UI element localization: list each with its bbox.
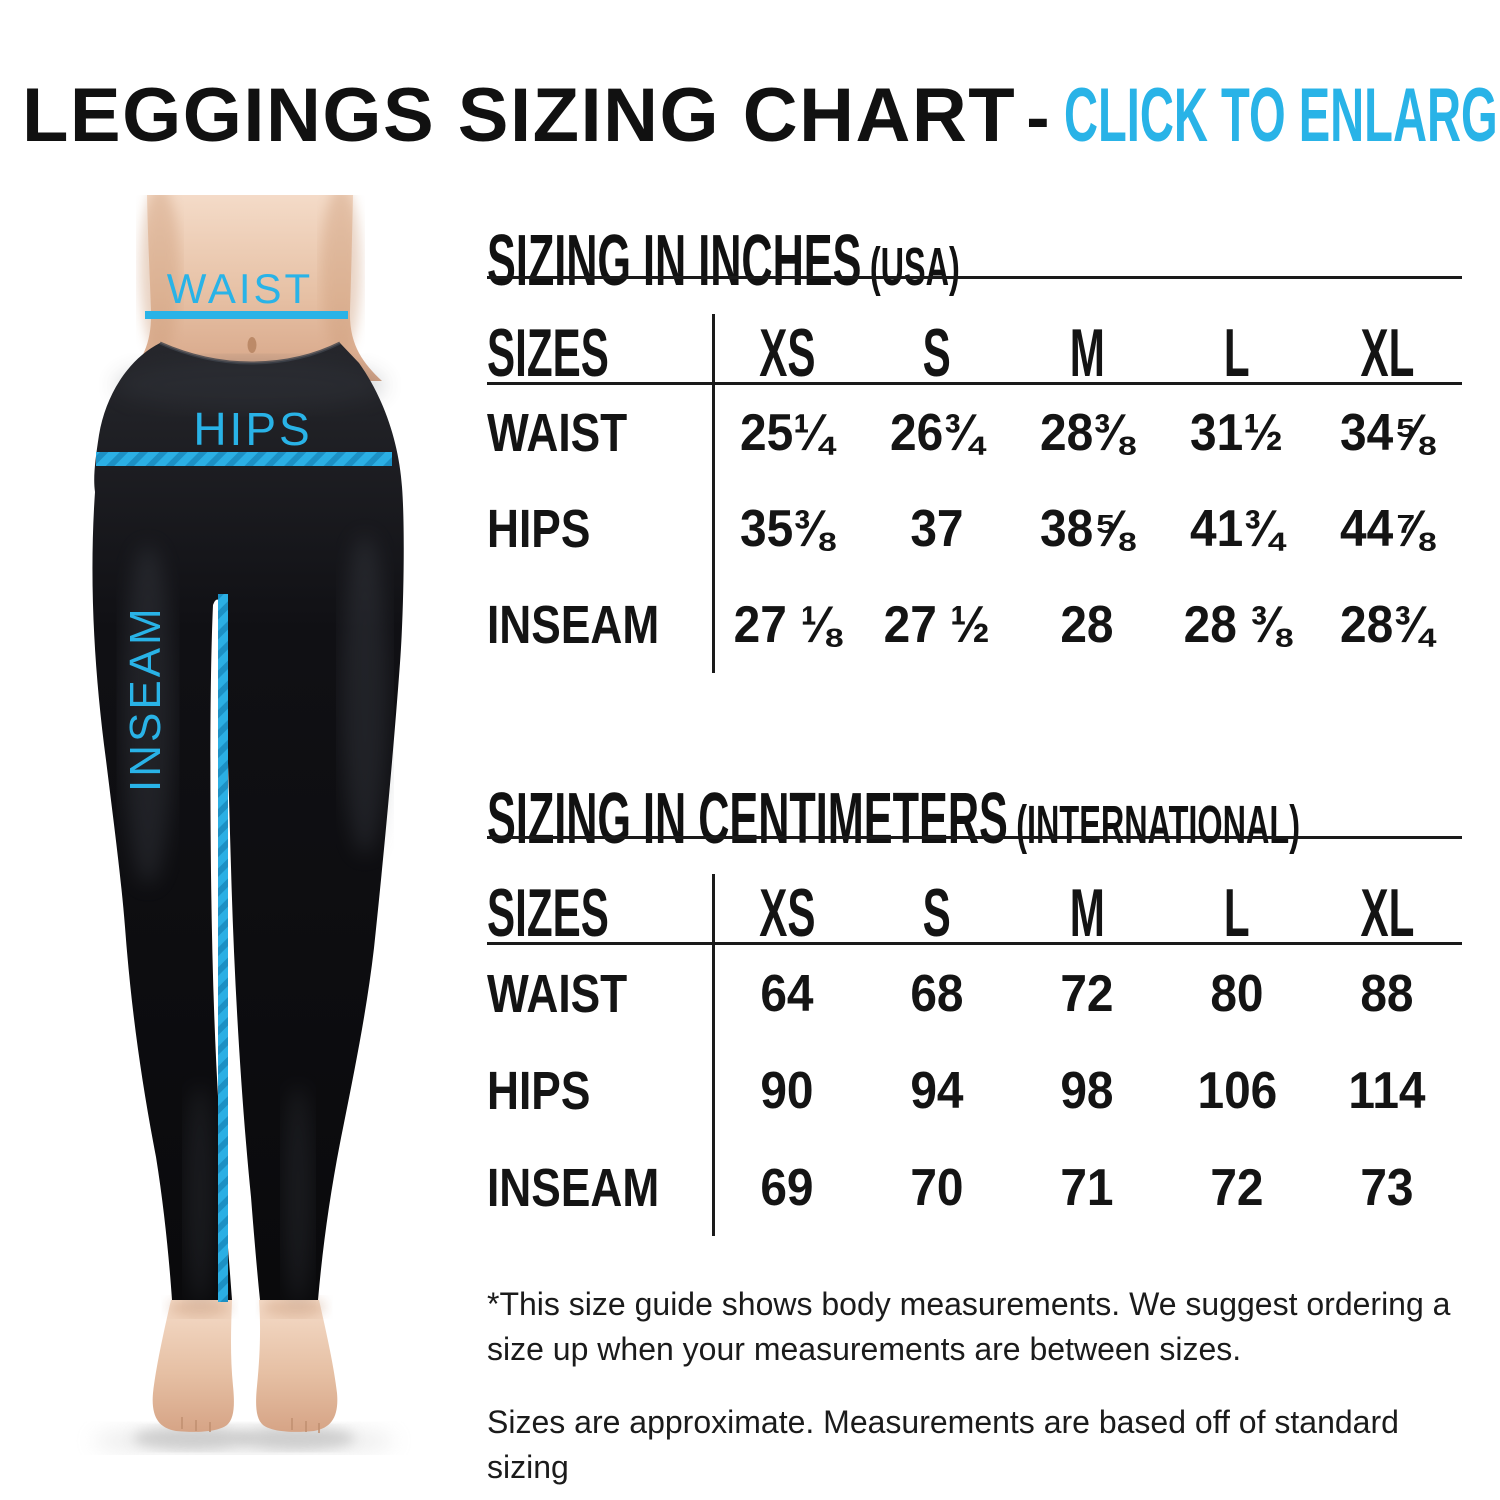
leggings [92, 343, 404, 1300]
hips-l: 41¾ [1190, 500, 1284, 558]
title-main: LEGGINGS SIZING CHART [22, 73, 1017, 159]
cm-heading: SIZING IN CENTIMETERS (INTERNATIONAL) [487, 783, 1300, 855]
row-label-hips: HIPS [487, 1060, 591, 1121]
cm-region: (INTERNATIONAL) [1016, 794, 1300, 855]
inseam-s: 27 ½ [883, 596, 991, 654]
hip-sheen [115, 359, 385, 411]
table-row-inseam: INSEAM 27 ⅛ 27 ½ 28 28 ⅜ 28¾ [487, 577, 1462, 673]
hips-l: 106 [1197, 1061, 1277, 1120]
inseam-m: 28 [1060, 596, 1114, 654]
waist-m: 72 [1060, 964, 1114, 1023]
size-header-s: S [922, 875, 952, 951]
click-to-enlarge-link[interactable]: CLICK TO ENLARGE [1063, 73, 1500, 159]
table-row-inseam: INSEAM 69 70 71 72 73 [487, 1139, 1462, 1236]
waist-xl: 34⅝ [1340, 404, 1434, 462]
size-header-xs: XS [758, 875, 816, 951]
inches-heading-underline [487, 276, 1462, 279]
waist-l: 31½ [1190, 404, 1284, 462]
inches-header-row: SIZES XS S M L XL [487, 314, 1462, 391]
hips-xs: 90 [760, 1061, 814, 1120]
hips-measure-line [96, 452, 392, 466]
inches-region: (USA) [869, 236, 960, 297]
page-title: LEGGINGS SIZING CHART - CLICK TO ENLARGE [22, 78, 1500, 154]
row-label-hips: HIPS [487, 499, 591, 559]
inseam-xs: 27 ⅛ [733, 596, 841, 654]
leggings-photo[interactable]: WAIST HIPS INSEAM [60, 185, 480, 1457]
footnote-approximate: Sizes are approximate. Measurements are … [487, 1404, 1399, 1486]
sizing-table-centimeters: SIZES XS S M L XL WAIST 64 68 72 80 88 H… [487, 874, 1462, 1236]
waist-xs: 64 [760, 964, 814, 1023]
size-header-l: L [1224, 315, 1250, 391]
inseam-xs: 69 [760, 1158, 814, 1217]
size-header-xl: XL [1360, 875, 1414, 951]
waist-s: 26¾ [890, 404, 984, 462]
size-header-s: S [922, 315, 952, 391]
inseam-xl: 73 [1360, 1158, 1414, 1217]
waist-s: 68 [910, 964, 964, 1023]
right-shin-sheen [283, 1085, 313, 1305]
column-header-sizes: SIZES [487, 315, 609, 391]
inseam-measure-line [218, 594, 228, 1302]
hips-s: 94 [910, 1061, 964, 1120]
hips-label: HIPS [193, 403, 312, 455]
left-foot [152, 1300, 234, 1432]
right-foot-shadow [239, 1426, 355, 1450]
hips-m: 98 [1060, 1061, 1114, 1120]
cm-heading-text: SIZING IN CENTIMETERS [487, 778, 1008, 859]
hips-m: 38⅝ [1040, 500, 1134, 558]
row-label-waist: WAIST [487, 403, 628, 463]
table-row-waist: WAIST 25¼ 26¾ 28⅜ 31½ 34⅝ [487, 385, 1462, 481]
row-label-waist: WAIST [487, 963, 628, 1024]
table-row-hips: HIPS 35⅜ 37 38⅝ 41¾ 44⅞ [487, 481, 1462, 577]
inseam-l: 28 ⅜ [1183, 596, 1291, 654]
navel [247, 337, 257, 353]
inseam-l: 72 [1210, 1158, 1264, 1217]
size-header-m: M [1069, 315, 1105, 391]
right-foot [256, 1300, 338, 1432]
waist-xl: 88 [1360, 964, 1414, 1023]
inches-heading: SIZING IN INCHES (USA) [487, 225, 960, 297]
waist-l: 80 [1210, 964, 1264, 1023]
inseam-m: 71 [1060, 1158, 1114, 1217]
inseam-s: 70 [910, 1158, 964, 1217]
inches-heading-text: SIZING IN INCHES [487, 220, 862, 301]
size-header-xs: XS [758, 315, 816, 391]
cm-header-row: SIZES XS S M L XL [487, 874, 1462, 951]
cm-heading-underline [487, 836, 1462, 839]
title-separator: - [1026, 78, 1050, 157]
leggings-figure-svg: WAIST HIPS INSEAM [92, 185, 404, 1457]
size-header-l: L [1224, 875, 1250, 951]
inseam-xl: 28¾ [1340, 596, 1434, 654]
row-label-inseam: INSEAM [487, 1157, 660, 1218]
column-header-sizes: SIZES [487, 875, 609, 951]
right-thigh-sheen [341, 535, 389, 855]
left-thigh-sheen [122, 545, 174, 885]
size-header-m: M [1069, 875, 1105, 951]
hips-s: 37 [910, 500, 964, 558]
left-foot-shadow [133, 1426, 249, 1450]
footnote-size-guide: *This size guide shows body measurements… [487, 1286, 1451, 1368]
cm-table-divider [712, 874, 715, 1236]
size-header-xl: XL [1360, 315, 1414, 391]
waist-m: 28⅜ [1040, 404, 1134, 462]
hips-xs: 35⅜ [740, 500, 834, 558]
right-ankle-shading [262, 1297, 326, 1317]
inches-table-divider [712, 314, 715, 673]
table-row-hips: HIPS 90 94 98 106 114 [487, 1042, 1462, 1139]
torso-skin [123, 195, 382, 381]
toe-lines [181, 1417, 320, 1433]
sizing-table-inches: SIZES XS S M L XL WAIST 25¼ 26¾ 28⅜ 31½ … [487, 314, 1462, 673]
waist-measure-line [145, 311, 348, 319]
left-ankle-shading [168, 1297, 232, 1317]
left-shin-sheen [185, 1085, 215, 1305]
waist-xs: 25¼ [740, 404, 834, 462]
row-label-inseam: INSEAM [487, 595, 660, 655]
waist-label: WAIST [167, 265, 313, 312]
hips-xl: 44⅞ [1340, 500, 1434, 558]
table-row-waist: WAIST 64 68 72 80 88 [487, 945, 1462, 1042]
inseam-label: INSEAM [121, 605, 170, 792]
hips-xl: 114 [1348, 1061, 1426, 1120]
